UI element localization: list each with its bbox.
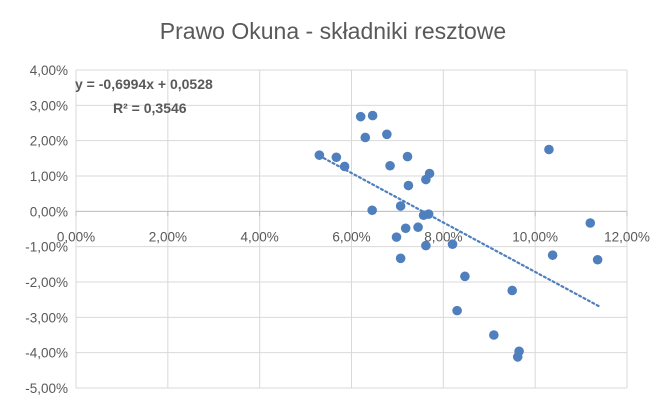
data-point [395, 201, 406, 211]
data-point [403, 180, 414, 191]
y-tick-label: -5,00% [25, 381, 68, 396]
data-point [585, 218, 596, 228]
y-tick-label: 4,00% [30, 63, 68, 78]
x-tick-label: 2,00% [149, 229, 187, 244]
trendline [318, 154, 601, 308]
x-tick-label: 4,00% [241, 229, 279, 244]
data-point [489, 330, 499, 340]
data-point [331, 152, 342, 163]
chart-title: Prawo Okuna - składniki resztowe [160, 18, 506, 44]
data-points [314, 110, 603, 362]
data-point [447, 239, 458, 249]
data-point [339, 161, 350, 172]
data-point [360, 132, 371, 143]
data-point [423, 209, 434, 219]
data-point [402, 151, 413, 162]
data-point [395, 253, 406, 264]
data-point [452, 305, 462, 316]
data-point [400, 223, 411, 234]
y-tick-label: 3,00% [30, 98, 68, 113]
data-point [460, 271, 470, 282]
data-point [544, 144, 554, 155]
data-point [592, 254, 603, 265]
y-tick-label: -4,00% [25, 346, 68, 361]
data-point [507, 285, 518, 296]
data-point [413, 222, 423, 233]
data-point [382, 129, 392, 140]
x-axis-tick-labels: 0,00% 2,00% 4,00% 6,00% 8,00% 10,00% 12,00% [57, 229, 650, 244]
data-point [421, 240, 431, 251]
y-tick-label: -2,00% [25, 275, 68, 290]
trendline-equation: y = -0,6994x + 0,0528 [75, 76, 213, 92]
data-point [355, 111, 366, 122]
y-tick-label: 1,00% [30, 169, 68, 184]
data-point [391, 232, 402, 242]
x-tick-label: 6,00% [332, 229, 370, 244]
x-tick-label: 10,00% [512, 229, 558, 244]
trendline-group [318, 154, 601, 308]
data-point [424, 168, 435, 179]
trendline-r-squared: R² = 0,3546 [113, 100, 187, 116]
y-axis-tick-labels: 4,00% 3,00% 2,00% 1,00% 0,00% -1,00% -2,00% -3,… [25, 63, 68, 396]
data-point [514, 346, 524, 357]
y-tick-label: -3,00% [25, 310, 68, 325]
data-point [367, 205, 377, 216]
x-tick-label: 0,00% [57, 229, 95, 244]
data-point [314, 150, 325, 160]
y-tick-label: 2,00% [30, 134, 68, 149]
gridlines [75, 69, 628, 389]
y-tick-label: -1,00% [25, 240, 68, 255]
data-point [367, 110, 378, 121]
y-tick-label: 0,00% [30, 204, 68, 219]
data-point [385, 160, 395, 171]
x-tick-label: 12,00% [604, 229, 650, 244]
data-point [547, 250, 558, 260]
